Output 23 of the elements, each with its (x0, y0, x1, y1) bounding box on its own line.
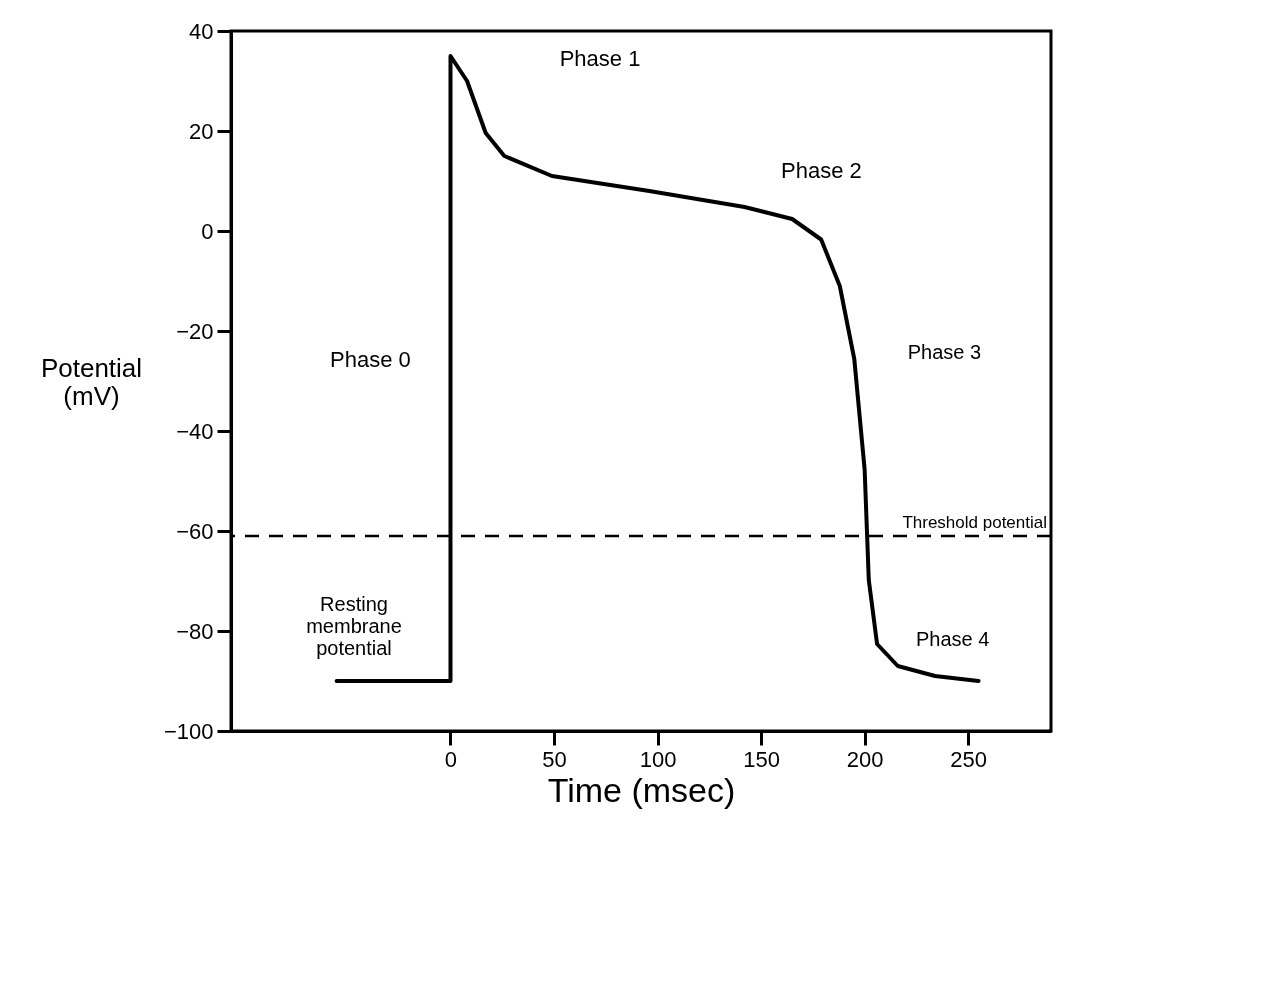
y-tick-label: 0 (201, 218, 214, 244)
x-tick-label: 250 (950, 746, 988, 772)
annotation: Resting membrane potential (306, 593, 402, 659)
x-tick-label: 150 (743, 746, 780, 772)
y-tick-label: −100 (163, 718, 214, 744)
x-tick-label: 200 (846, 746, 884, 772)
y-tick-label: −20 (176, 318, 214, 344)
y-tick-label: −80 (176, 618, 214, 644)
y-tick-label: 20 (189, 118, 214, 144)
annotation: Phase 4 (915, 628, 990, 650)
x-tick-label: 50 (542, 746, 567, 772)
x-axis-title: Time (msec) (547, 770, 736, 809)
annotation: Phase 0 (330, 347, 411, 372)
ref-line-label: Threshold potential (902, 513, 1047, 532)
x-tick-label: 100 (639, 746, 677, 772)
annotation: Phase 3 (907, 341, 982, 363)
y-tick-label: −40 (176, 418, 214, 444)
y-tick-label: 40 (189, 18, 214, 44)
y-axis-title: Potential (mV) (40, 352, 143, 411)
x-tick-label: 0 (444, 746, 458, 772)
annotation: Phase 1 (559, 46, 641, 71)
annotation: Phase 2 (781, 158, 862, 183)
y-tick-label: −60 (176, 518, 214, 544)
